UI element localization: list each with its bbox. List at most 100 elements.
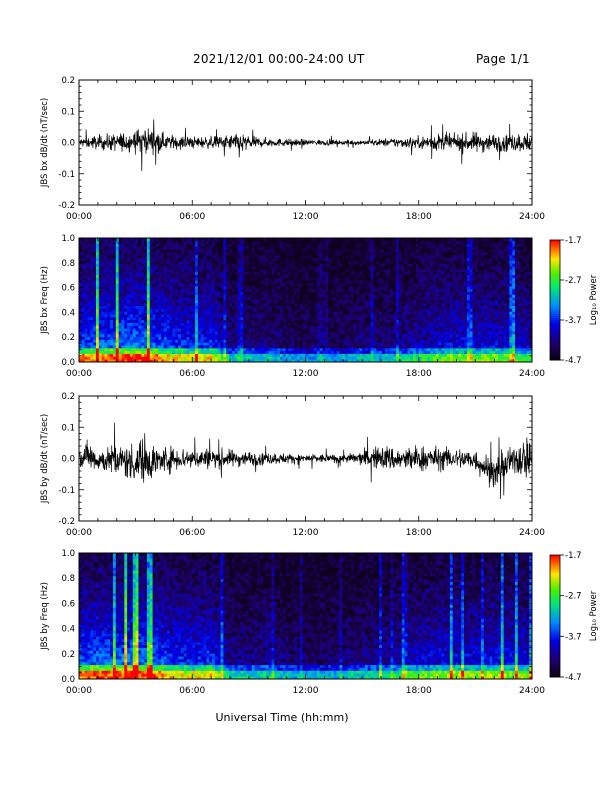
heat-cell: [265, 316, 270, 321]
heat-cell: [192, 288, 196, 292]
heat-cell: [322, 246, 326, 250]
heat-cell: [226, 345, 230, 349]
heat-cell: [214, 308, 219, 312]
heat-cell: [217, 336, 221, 340]
heat-cell: [87, 238, 91, 242]
heat-cell: [155, 274, 159, 278]
heat-cell: [370, 260, 374, 264]
heat-cell: [319, 285, 323, 290]
heat-cell: [127, 300, 131, 304]
heat-cell: [260, 308, 264, 312]
heat-cell: [124, 266, 128, 270]
heat-cell: [141, 356, 145, 360]
heat-cell: [330, 331, 335, 335]
heat-cell: [152, 269, 156, 273]
heat-cell: [362, 331, 366, 335]
heat-cell: [373, 328, 377, 332]
heat-cell: [353, 297, 357, 301]
heat-cell: [200, 336, 204, 340]
heat-cell: [79, 291, 83, 295]
heat-cell: [277, 260, 281, 264]
heat-cell: [390, 297, 394, 301]
heat-cell: [248, 257, 253, 261]
heat-cell: [367, 263, 372, 267]
heat-cell: [237, 359, 241, 363]
heat-cell: [384, 274, 388, 278]
heat-cell: [311, 280, 315, 284]
heat-cell: [282, 314, 287, 318]
heat-cell: [178, 260, 182, 264]
heat-cell: [161, 285, 165, 290]
heat-cell: [277, 328, 281, 332]
heat-cell: [229, 243, 233, 247]
heat-cell: [294, 238, 298, 242]
heat-cell: [84, 297, 88, 301]
heat-cell: [163, 269, 168, 273]
heat-cell: [121, 266, 125, 270]
heat-cell: [206, 336, 210, 340]
heat-cell: [127, 339, 131, 343]
heat-cell: [155, 328, 159, 332]
heat-cell: [243, 277, 247, 281]
heat-cell: [226, 353, 230, 357]
heat-cell: [135, 285, 139, 290]
heat-cell: [180, 345, 185, 349]
heat-cell: [384, 249, 388, 253]
heat-cell: [93, 345, 97, 349]
heat-cell: [166, 238, 170, 242]
heat-cell: [268, 277, 272, 281]
heat-cell: [288, 274, 292, 278]
heat-cell: [203, 336, 207, 340]
heat-cell: [376, 274, 380, 278]
heat-cell: [381, 305, 386, 309]
heat-cell: [144, 288, 148, 292]
heat-cell: [353, 283, 357, 287]
heat-cell: [200, 254, 204, 259]
heat-cell: [200, 252, 204, 256]
heat-cell: [271, 356, 275, 360]
heat-cell: [81, 347, 86, 352]
heat-cell: [308, 252, 312, 256]
heat-cell: [93, 353, 97, 357]
heat-cell: [356, 325, 360, 329]
heat-cell: [144, 311, 148, 315]
heat-cell: [294, 305, 298, 309]
heat-cell: [163, 342, 168, 346]
heat-cell: [132, 269, 137, 273]
heat-cell: [84, 328, 88, 332]
heat-cell: [373, 271, 377, 276]
heat-cell: [297, 325, 301, 329]
heat-cell: [149, 240, 154, 245]
heat-cell: [180, 263, 185, 267]
heat-cell: [254, 238, 258, 242]
heat-cell: [328, 339, 332, 343]
heat-cell: [291, 347, 295, 352]
heat-cell: [200, 347, 204, 352]
heat-cell: [124, 302, 128, 307]
heat-cell: [203, 274, 207, 278]
heat-cell: [172, 274, 176, 278]
heat-cell: [231, 263, 236, 267]
heat-cell: [274, 266, 278, 270]
heat-cell: [212, 345, 216, 349]
heat-cell: [138, 269, 142, 273]
heat-cell: [254, 319, 258, 323]
heat-cell: [251, 260, 255, 264]
heat-cell: [271, 246, 275, 250]
heat-cell: [277, 243, 281, 247]
heat-cell: [271, 297, 275, 301]
heat-cell: [203, 345, 207, 349]
heat-cell: [356, 285, 360, 290]
heat-cell: [342, 328, 346, 332]
heat-cell: [101, 283, 105, 287]
heat-cell: [333, 294, 338, 298]
heat-cell: [90, 336, 94, 340]
heat-cell: [268, 252, 272, 256]
heat-cell: [214, 339, 219, 343]
heat-cell: [362, 257, 366, 261]
heat-cell: [112, 246, 117, 250]
heat-cell: [132, 331, 137, 335]
heat-cell: [370, 243, 374, 247]
heat-cell: [364, 347, 369, 352]
heat-cell: [209, 269, 213, 273]
